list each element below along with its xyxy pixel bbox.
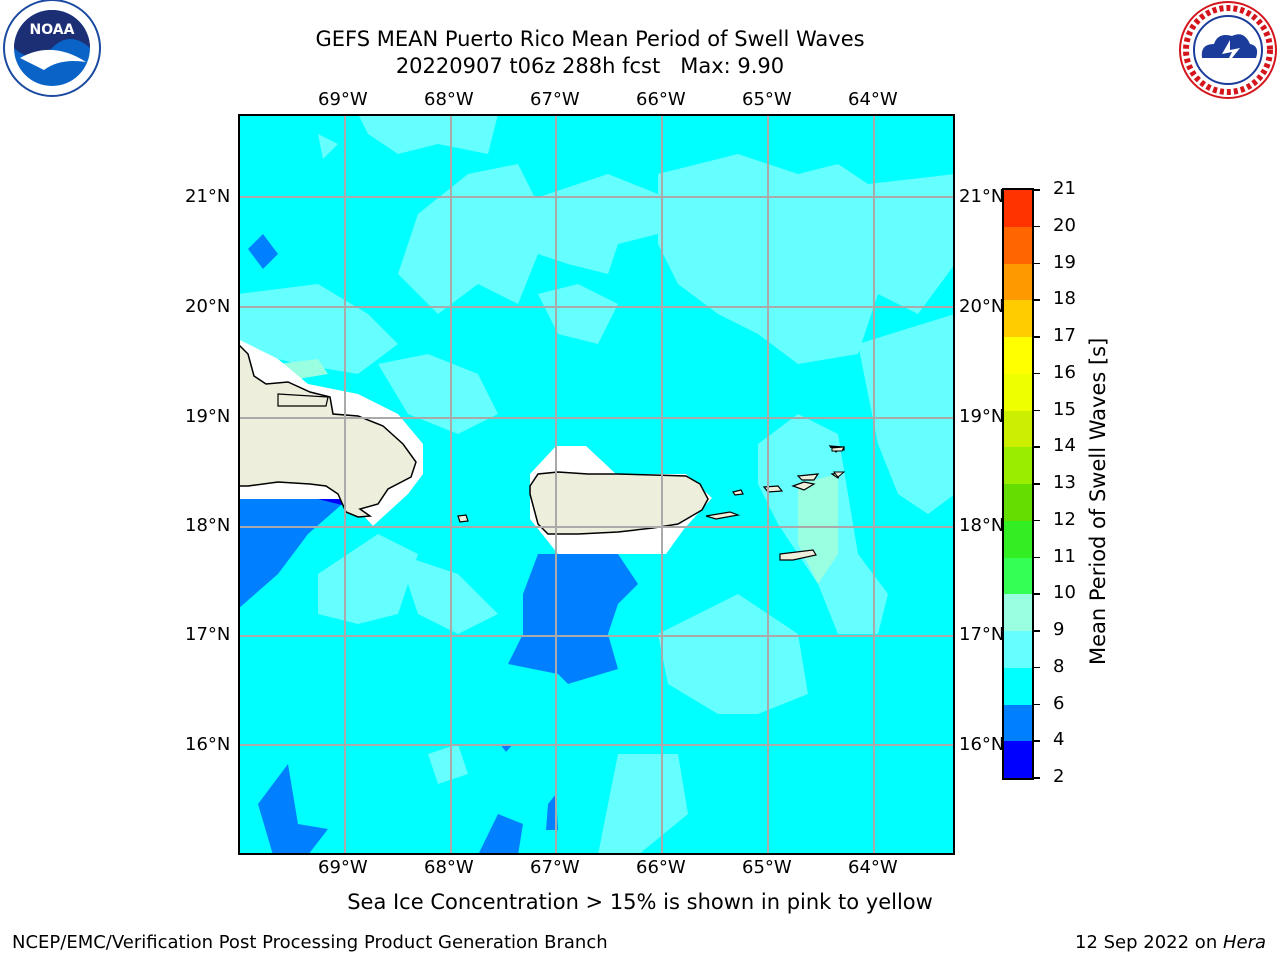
colorbar-tick-mark	[1034, 777, 1040, 779]
lat-label-right: 21°N	[959, 186, 1005, 207]
lon-label-top: 69°W	[318, 89, 368, 110]
colorbar-tick-label: 20	[1053, 214, 1076, 236]
colorbar-segment	[1004, 557, 1032, 595]
colorbar-segment	[1004, 300, 1032, 337]
lat-label-right: 20°N	[959, 296, 1005, 317]
map-frame	[238, 114, 955, 855]
map-panel	[238, 114, 955, 855]
lat-label-right: 17°N	[959, 624, 1005, 645]
anegada-island	[831, 446, 845, 452]
colorbar-tick-mark	[1034, 336, 1040, 338]
colorbar-segment	[1004, 337, 1032, 374]
colorbar-tick-label: 11	[1053, 545, 1076, 567]
colorbar-ticks: 2 4 6 8 9 10 11 12 13 14 15 16 17 18 19 20 21	[1034, 178, 1094, 787]
colorbar-tick-mark	[1034, 483, 1040, 485]
small-island	[832, 471, 846, 478]
colorbar-segment	[1004, 704, 1032, 742]
graticule	[238, 114, 955, 855]
colorbar-tick-label: 14	[1053, 435, 1076, 457]
lat-label-left: 19°N	[185, 406, 231, 427]
colorbar-segment	[1004, 263, 1032, 301]
colorbar-tick-label: 9	[1053, 619, 1065, 640]
hispaniola-land	[238, 342, 417, 518]
lat-label-left: 20°N	[185, 296, 231, 317]
hispaniola-peninsula	[277, 393, 329, 407]
colorbar-tick-label: 2	[1053, 766, 1065, 787]
map-title-line2: 20220907 t06z 288h fcst Max: 9.90	[395, 54, 785, 78]
lat-label-left: 18°N	[185, 515, 231, 536]
colorbar-tick-mark	[1034, 446, 1040, 448]
lon-label-bottom: 66°W	[636, 857, 686, 878]
colorbar-tick-mark	[1034, 372, 1040, 375]
colorbar-label: Mean Period of Swell Waves [s]	[1086, 337, 1110, 665]
colorbar-tick-label: 10	[1053, 582, 1076, 604]
footer-date-text: 12 Sep 2022 on	[1075, 932, 1223, 953]
colorbar-tick-mark	[1034, 630, 1040, 632]
lat-label-right: 18°N	[959, 515, 1005, 536]
lat-label-right: 19°N	[959, 406, 1005, 427]
colorbar-tick-label: 15	[1053, 398, 1076, 420]
lon-label-bottom: 69°W	[318, 857, 368, 878]
lon-label-bottom: 67°W	[530, 857, 580, 878]
colorbar-segment	[1004, 226, 1032, 264]
colorbar-tick-label: 19	[1053, 251, 1076, 273]
map-title-line1: GEFS MEAN Puerto Rico Mean Period of Swe…	[315, 27, 865, 51]
lon-label-top: 66°W	[636, 89, 686, 110]
lon-label-top: 64°W	[848, 89, 898, 110]
lon-label-top: 65°W	[742, 89, 792, 110]
colorbar-segment	[1004, 741, 1032, 778]
lat-label-left: 17°N	[185, 624, 231, 645]
colorbar-tick-label: 18	[1053, 288, 1076, 310]
lat-label-right: 16°N	[959, 734, 1005, 755]
colorbar-segment	[1004, 484, 1032, 521]
contour-8-9-regions	[238, 114, 955, 855]
colorbar-tick-label: 4	[1053, 729, 1065, 751]
sea-ice-caption: Sea Ice Concentration > 15% is shown in …	[347, 890, 933, 914]
colorbar-tick-mark	[1034, 556, 1040, 558]
colorbar-segment	[1004, 410, 1032, 448]
colorbar-segment	[1004, 594, 1032, 631]
puerto-rico-land	[529, 471, 709, 535]
colorbar-tick-label: 17	[1053, 325, 1076, 346]
colorbar-tick-label: 8	[1053, 655, 1065, 677]
colorbar-tick-mark	[1034, 189, 1040, 191]
colorbar-tick-label: 13	[1053, 472, 1076, 493]
colorbar-segment	[1004, 667, 1032, 705]
colorbar-tick-mark	[1034, 299, 1040, 301]
colorbar-segment	[1004, 631, 1032, 668]
svg-text:NOAA: NOAA	[30, 22, 75, 38]
colorbar-tick-label: 6	[1053, 692, 1065, 714]
colorbar-segment	[1004, 520, 1032, 558]
colorbar-tick-label: 12	[1053, 508, 1076, 530]
colorbar-tick-mark	[1034, 225, 1040, 228]
colorbar-tick-mark	[1034, 666, 1040, 669]
colorbar-tick-mark	[1034, 519, 1040, 522]
colorbar-segment	[1004, 190, 1032, 227]
colorbar-tick-label: 21	[1053, 178, 1076, 199]
footer-date: 12 Sep 2022 on Hera	[1075, 932, 1266, 953]
colorbar-segment	[1004, 447, 1032, 484]
colorbar-tick-mark	[1034, 593, 1040, 595]
footer-branch-name: NCEP/EMC/Verification Post Processing Pr…	[12, 932, 608, 953]
colorbar-tick-mark	[1034, 740, 1040, 742]
footer-host: Hera	[1222, 932, 1266, 953]
colorbar-tick-mark	[1034, 703, 1040, 705]
colorbar-tick-label: 16	[1053, 361, 1076, 383]
lon-label-top: 68°W	[424, 89, 474, 110]
vieques-island	[705, 511, 741, 520]
st-croix-island	[779, 549, 817, 561]
lon-label-bottom: 64°W	[848, 857, 898, 878]
lat-label-left: 16°N	[185, 734, 231, 755]
lon-label-bottom: 65°W	[742, 857, 792, 878]
lat-label-left: 21°N	[185, 186, 231, 207]
colorbar	[1002, 188, 1034, 780]
nws-logo	[1179, 1, 1277, 99]
colorbar-tick-mark	[1034, 409, 1040, 411]
lon-label-top: 67°W	[530, 89, 580, 110]
noaa-logo: NOAA	[3, 0, 101, 97]
colorbar-segment	[1004, 373, 1032, 411]
colorbar-tick-mark	[1034, 262, 1040, 264]
lon-label-bottom: 68°W	[424, 857, 474, 878]
